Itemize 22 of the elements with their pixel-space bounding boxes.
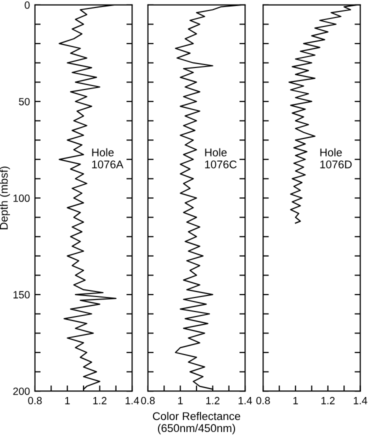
annotation: Hole 1076A (92, 148, 124, 168)
y-tick-label: 200 (13, 388, 30, 395)
x-tick-label: 1.2 (321, 396, 335, 404)
x-tick-label: 1.4 (126, 397, 140, 404)
x-tick-label: 1.2 (93, 396, 106, 404)
y-tick-label: 0 (24, 1, 30, 9)
x-tick-label: 1.2 (206, 396, 220, 404)
x-tick-label: 1.4 (238, 397, 252, 404)
x-tick-label: 0.8 (28, 396, 42, 404)
x-tick-label: 0.8 (256, 396, 270, 404)
y-tick-label: 100 (14, 194, 30, 202)
annotation: Hole 1076C (205, 148, 237, 168)
x-tick-label: 1 (178, 397, 183, 404)
annotation: Hole 1076D (320, 148, 352, 168)
x-tick-label: 1 (65, 397, 70, 404)
y-axis-title: Depth (mbsf) (0, 166, 10, 230)
x-tick-label: 1.4 (354, 397, 368, 404)
y-tick-label: 50 (18, 98, 30, 106)
x-axis-title: Color Reflectance (650nm/450nm) (152, 412, 240, 434)
y-tick-label: 150 (14, 291, 30, 298)
x-tick-label: 1 (293, 397, 298, 404)
x-tick-label: 0.8 (141, 396, 155, 404)
